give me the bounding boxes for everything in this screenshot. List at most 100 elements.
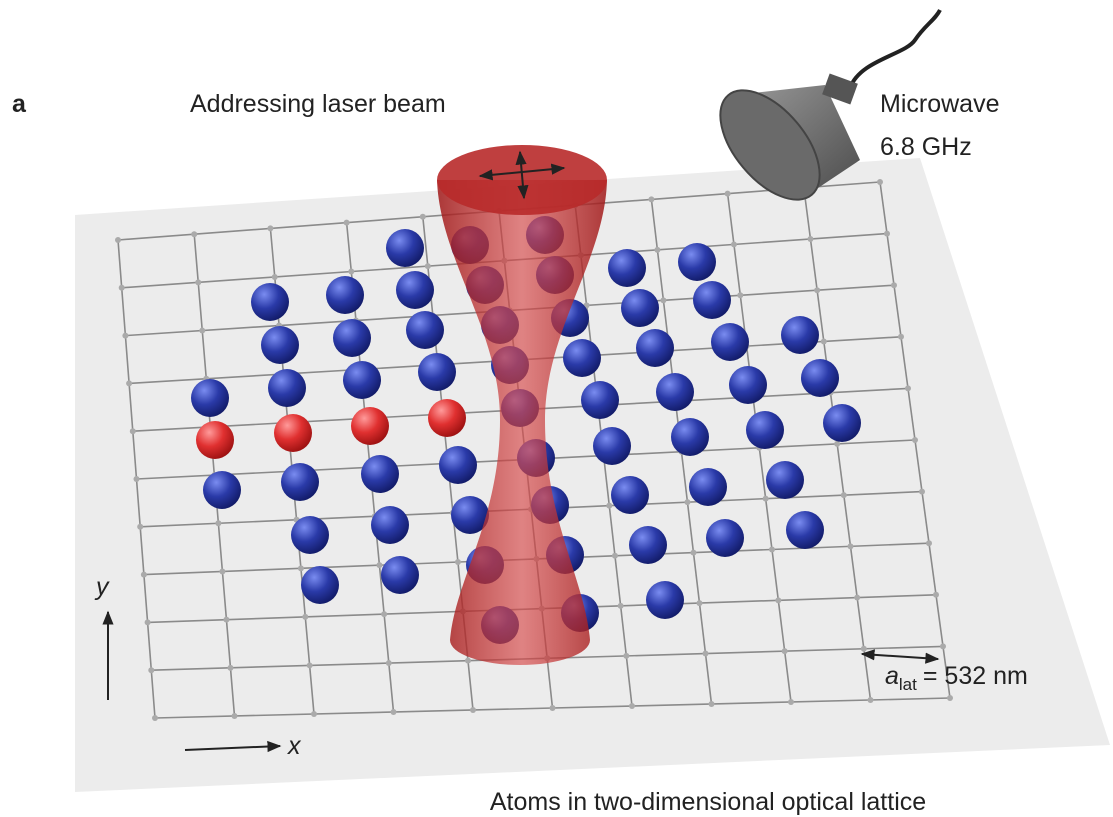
grid-node	[877, 179, 883, 185]
figure: a Addressing laser beam Microwave 6.8 GH…	[0, 0, 1113, 817]
grid-node	[947, 695, 953, 701]
grid-node	[550, 705, 556, 711]
atom	[386, 229, 424, 267]
atom	[268, 369, 306, 407]
atom	[611, 476, 649, 514]
grid-node	[709, 701, 715, 707]
grid-node	[612, 553, 618, 559]
atom	[361, 455, 399, 493]
grid-node	[868, 697, 874, 703]
atom	[191, 379, 229, 417]
grid-node	[145, 619, 151, 625]
grid-node	[782, 648, 788, 654]
atom	[801, 359, 839, 397]
grid-node	[763, 496, 769, 502]
microwave-frequency: 6.8 GHz	[880, 133, 972, 161]
addressed-atom	[196, 421, 234, 459]
grid-node	[834, 441, 840, 447]
lattice-subscript: lat	[899, 675, 917, 694]
atom	[646, 581, 684, 619]
beam-label: Addressing laser beam	[190, 90, 446, 118]
atom	[406, 311, 444, 349]
atom	[333, 319, 371, 357]
grid-node	[134, 476, 140, 482]
atom	[671, 418, 709, 456]
grid-node	[195, 279, 201, 285]
grid-node	[690, 550, 696, 556]
grid-node	[940, 643, 946, 649]
grid-node	[898, 334, 904, 340]
grid-node	[227, 665, 233, 671]
atom	[608, 249, 646, 287]
grid-node	[731, 241, 737, 247]
x-axis-label: x	[287, 732, 302, 760]
grid-node	[152, 715, 158, 721]
atom	[396, 271, 434, 309]
grid-node	[891, 282, 897, 288]
grid-node	[298, 565, 304, 571]
grid-node	[933, 592, 939, 598]
atom	[781, 316, 819, 354]
grid-node	[344, 220, 350, 226]
grid-node	[199, 328, 205, 334]
grid-node	[148, 667, 154, 673]
grid-node	[684, 499, 690, 505]
grid-node	[386, 660, 392, 666]
grid-node	[465, 658, 471, 664]
grid-node	[854, 595, 860, 601]
atom	[689, 468, 727, 506]
grid-node	[137, 524, 143, 530]
grid-node	[302, 614, 308, 620]
atom	[418, 353, 456, 391]
grid-node	[702, 651, 708, 657]
grid-node	[122, 333, 128, 339]
atom	[381, 556, 419, 594]
panel-label: a	[12, 90, 27, 118]
addressed-atom	[428, 399, 466, 437]
atom	[581, 381, 619, 419]
grid-node	[660, 297, 666, 303]
grid-node	[788, 699, 794, 705]
atom	[301, 566, 339, 604]
grid-node	[420, 214, 426, 220]
grid-node	[841, 492, 847, 498]
atom	[746, 411, 784, 449]
grid-node	[821, 338, 827, 344]
grid-node	[348, 269, 354, 275]
atom	[281, 463, 319, 501]
grid-node	[272, 274, 278, 280]
grid-node	[884, 231, 890, 237]
lattice-symbol: a	[885, 662, 899, 690]
grid-node	[725, 191, 731, 197]
grid-node	[648, 196, 654, 202]
atom	[439, 446, 477, 484]
grid-node	[912, 437, 918, 443]
atom	[326, 276, 364, 314]
grid-node	[223, 617, 229, 623]
grid-node	[847, 543, 853, 549]
grid-node	[769, 546, 775, 552]
grid-node	[926, 540, 932, 546]
atom	[371, 506, 409, 544]
grid-node	[215, 520, 221, 526]
grid-node	[861, 646, 867, 652]
atom	[706, 519, 744, 557]
atom	[636, 329, 674, 367]
grid-node	[696, 600, 702, 606]
grid-node	[629, 703, 635, 709]
atom	[291, 516, 329, 554]
grid-node	[618, 603, 624, 609]
addressed-atom	[351, 407, 389, 445]
atom	[711, 323, 749, 361]
grid-node	[623, 653, 629, 659]
atom	[203, 471, 241, 509]
atom	[786, 511, 824, 549]
grid-node	[307, 662, 313, 668]
grid-node	[130, 428, 136, 434]
grid-node	[470, 707, 476, 713]
grid-node	[191, 231, 197, 237]
grid-node	[455, 559, 461, 565]
grid-node	[425, 263, 431, 269]
grid-node	[232, 713, 238, 719]
microwave-label: Microwave	[880, 90, 999, 118]
